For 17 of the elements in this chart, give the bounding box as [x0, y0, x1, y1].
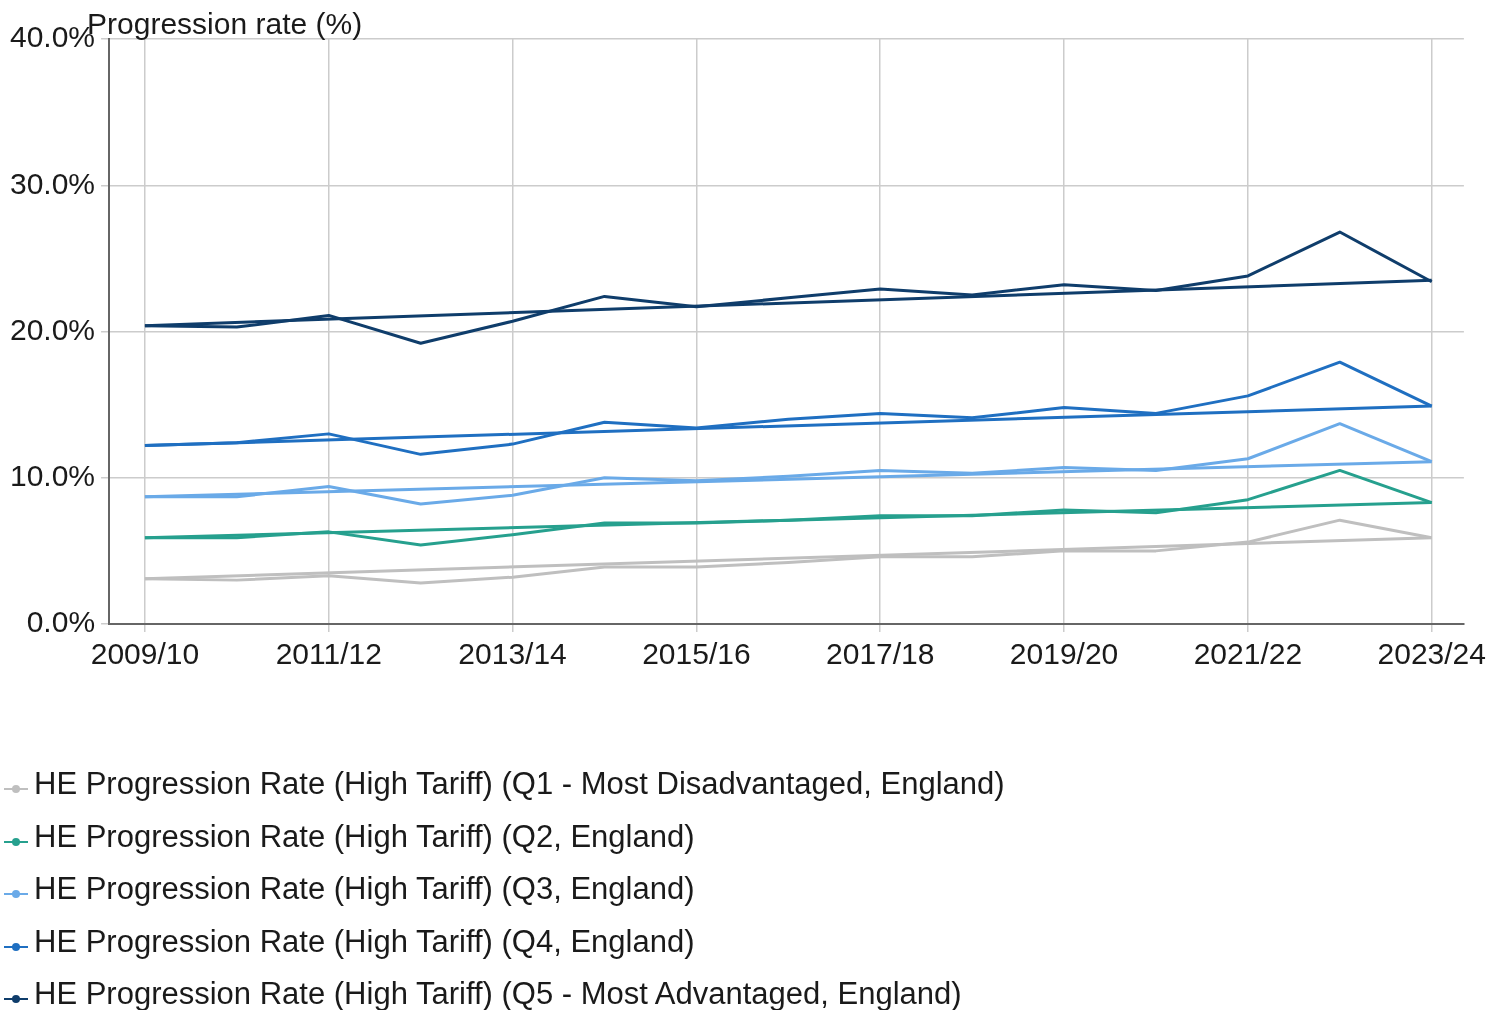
x-tick-label: 2015/16: [642, 637, 751, 671]
x-tick-label: 2021/22: [1193, 637, 1303, 671]
x-tick-label: 2017/18: [826, 637, 935, 671]
y-tick-label: 30.0%: [9, 166, 96, 200]
legend-label: HE Progression Rate (High Tariff) (Q5 - Most Advantaged, England): [34, 976, 962, 1010]
legend-label: HE Progression Rate (High Tariff) (Q2, England): [34, 818, 695, 855]
y-tick-label: 0.0%: [26, 605, 96, 639]
x-tick-label: 2013/14: [458, 637, 567, 671]
y-tick-label: 10.0%: [9, 459, 96, 493]
legend-label: HE Progression Rate (High Tariff) (Q3, England): [34, 871, 695, 908]
x-tick-label: 2023/24: [1377, 637, 1486, 671]
x-tick-label: 2019/20: [1009, 637, 1119, 671]
x-tick-label: 2011/12: [275, 637, 382, 671]
x-tick-label: 2009/10: [90, 637, 200, 671]
legend-label: HE Progression Rate (High Tariff) (Q4, England): [34, 923, 695, 960]
y-tick-label: 20.0%: [9, 312, 96, 346]
legend-label: HE Progression Rate (High Tariff) (Q1 - Most Disadvantaged, England): [34, 766, 1005, 803]
